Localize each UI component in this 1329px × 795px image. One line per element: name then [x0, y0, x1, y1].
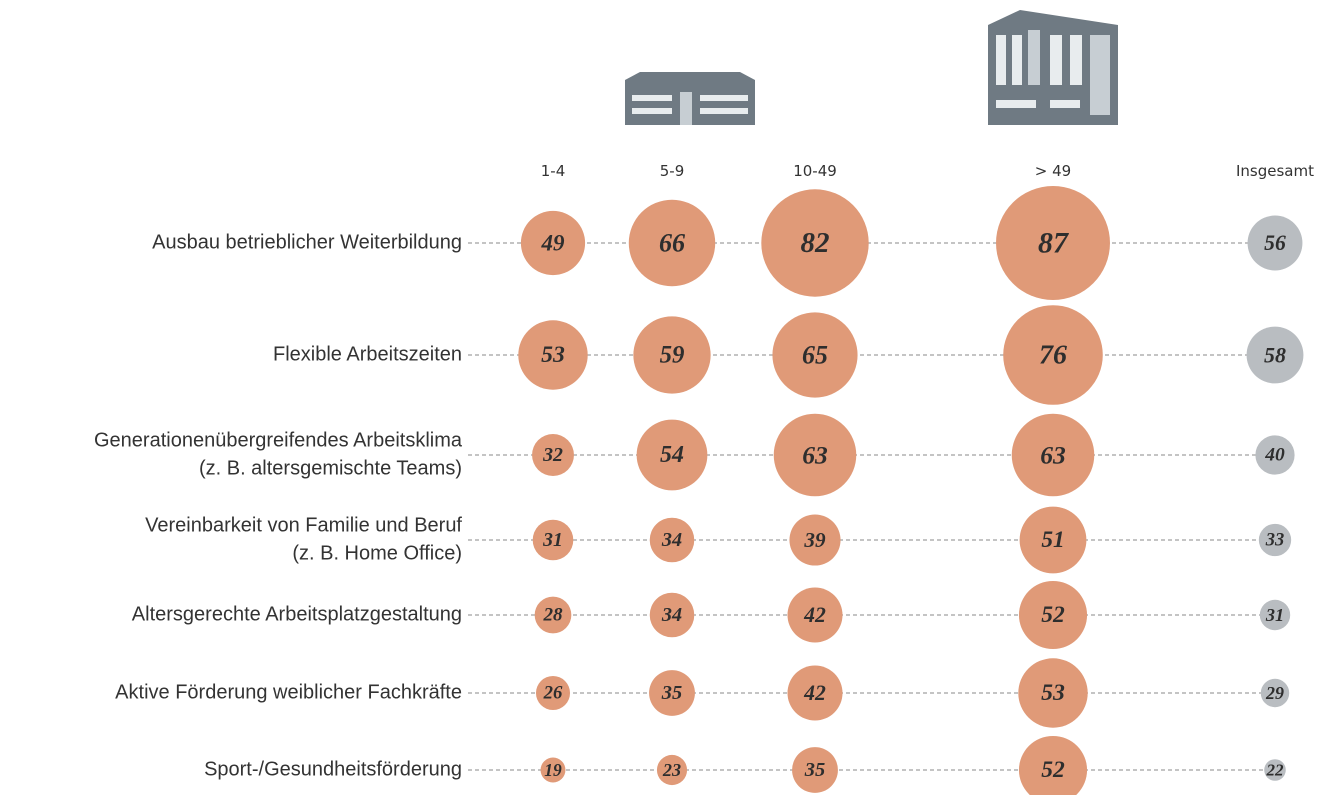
bubble-value: 63	[1040, 441, 1066, 470]
bubble	[789, 514, 841, 566]
row-label: (z. B. Home Office)	[292, 542, 462, 564]
column-label: Insgesamt	[1236, 162, 1314, 180]
column-label: 1-4	[541, 162, 566, 180]
row-label: Generationenübergreifendes Arbeitsklima	[94, 429, 463, 451]
large-building-icon	[988, 10, 1118, 125]
bubble-value: 42	[803, 681, 826, 705]
bubble	[1018, 580, 1088, 650]
bubble-value: 33	[1265, 530, 1285, 551]
bubble	[649, 670, 695, 716]
column-label: 5-9	[660, 162, 685, 180]
row-label: (z. B. altersgemischte Teams)	[199, 457, 462, 479]
row-label: Ausbau betrieblicher Weiterbildung	[152, 231, 462, 253]
row-label: Flexible Arbeitszeiten	[273, 343, 462, 365]
bubble-value: 52	[1041, 602, 1065, 628]
bubble	[520, 210, 586, 276]
bubble	[787, 665, 843, 721]
bubble	[1247, 215, 1303, 271]
bubble	[518, 320, 588, 390]
bubble	[532, 519, 574, 561]
row-label: Aktive Förderung weiblicher Fachkräfte	[115, 681, 462, 703]
bubble	[535, 675, 571, 711]
bubble-value: 59	[660, 342, 685, 369]
bubble	[534, 596, 572, 634]
bubble-value: 66	[659, 229, 686, 258]
bubble	[1246, 326, 1304, 384]
bubble	[1258, 523, 1292, 557]
bubble	[628, 199, 716, 287]
bubble	[787, 587, 843, 643]
bubble-value: 34	[661, 604, 682, 626]
bubble	[792, 747, 838, 793]
bubble	[1264, 759, 1286, 781]
bubble	[649, 517, 695, 563]
bubble	[1018, 658, 1088, 728]
bubble	[1011, 413, 1095, 497]
row-label: Vereinbarkeit von Familie und Beruf	[145, 514, 462, 536]
bubble-value: 63	[802, 441, 828, 470]
bubble	[773, 413, 857, 497]
bubble-value: 35	[661, 682, 682, 704]
bubble-value: 23	[662, 760, 681, 780]
bubble-value: 87	[1038, 227, 1069, 260]
bubble	[772, 312, 858, 398]
bubble-value: 49	[541, 231, 565, 256]
bubble-value: 82	[800, 227, 829, 259]
bubble-value: 31	[1265, 605, 1284, 625]
bubble-value: 53	[1041, 680, 1065, 706]
bubble	[1019, 506, 1087, 574]
bubble-value: 51	[1041, 527, 1064, 553]
bubble-value: 39	[803, 528, 826, 552]
bubble-value: 53	[541, 342, 565, 368]
bubble	[636, 419, 708, 491]
bubble	[1018, 735, 1088, 795]
bubble	[1260, 678, 1290, 708]
column-label: 10-49	[793, 162, 837, 180]
bubble-value: 52	[1041, 757, 1065, 783]
bubble-value: 34	[661, 529, 682, 551]
bubble-value: 54	[660, 442, 684, 468]
bubble	[633, 316, 711, 394]
row-label: Altersgerechte Arbeitsplatzgestaltung	[132, 603, 462, 625]
bubble	[1259, 599, 1291, 631]
bubble	[656, 754, 688, 786]
bubble-value: 19	[544, 760, 562, 780]
bubble-value: 65	[802, 341, 828, 370]
bubble-value: 76	[1039, 340, 1067, 371]
bubble-value: 32	[542, 444, 563, 466]
bubble	[996, 186, 1110, 300]
bubble-value: 29	[1265, 683, 1284, 703]
bubble-value: 22	[1266, 761, 1285, 780]
bubble	[532, 434, 574, 476]
bubble	[761, 189, 869, 297]
bubble-value: 56	[1264, 231, 1286, 255]
column-label: > 49	[1035, 162, 1071, 180]
bubble-value: 26	[543, 683, 563, 704]
small-building-icon	[625, 72, 755, 125]
bubble	[1003, 305, 1103, 405]
bubble	[649, 592, 695, 638]
row-label: Sport-/Gesundheitsförderung	[204, 758, 462, 780]
bubble	[1255, 435, 1295, 475]
bubble-value: 42	[803, 603, 826, 627]
bubble-value: 40	[1264, 445, 1285, 466]
bubble-value: 28	[542, 605, 563, 626]
bubble-value: 35	[804, 759, 825, 781]
bubble-value: 31	[542, 529, 563, 551]
bubble	[540, 757, 566, 783]
bubble-value: 58	[1264, 343, 1286, 368]
